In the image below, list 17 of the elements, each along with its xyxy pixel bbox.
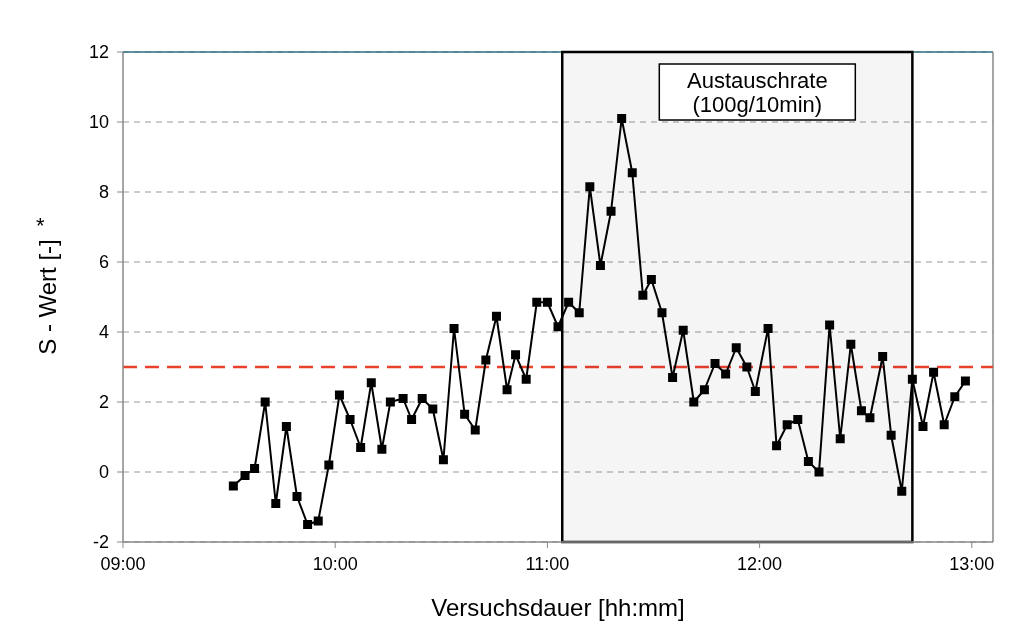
x-tick-label: 10:00	[312, 554, 358, 574]
y-tick-label: 6	[98, 252, 109, 272]
y-tick-label: 8	[98, 182, 109, 202]
y-tick-label: 2	[98, 392, 109, 412]
y-tick-label: -2	[92, 532, 109, 552]
y-tick-label: 10	[88, 112, 109, 132]
text: *	[36, 213, 45, 238]
y-axis-title: S - Wert [-]	[34, 239, 61, 355]
band-label: Austauschrate (100g/10min)	[686, 68, 828, 117]
x-tick-label: 13:00	[949, 554, 995, 574]
x-tick-label: 12:00	[737, 554, 783, 574]
y-tick-label: 0	[98, 462, 109, 482]
x-tick-label: 11:00	[525, 554, 570, 574]
y-tick-label: 4	[98, 322, 109, 342]
x-axis-title: Versuchsdauer [hh:mm]	[431, 594, 685, 621]
x-tick-label: 09:00	[100, 554, 146, 574]
y-tick-label: 12	[88, 42, 109, 62]
